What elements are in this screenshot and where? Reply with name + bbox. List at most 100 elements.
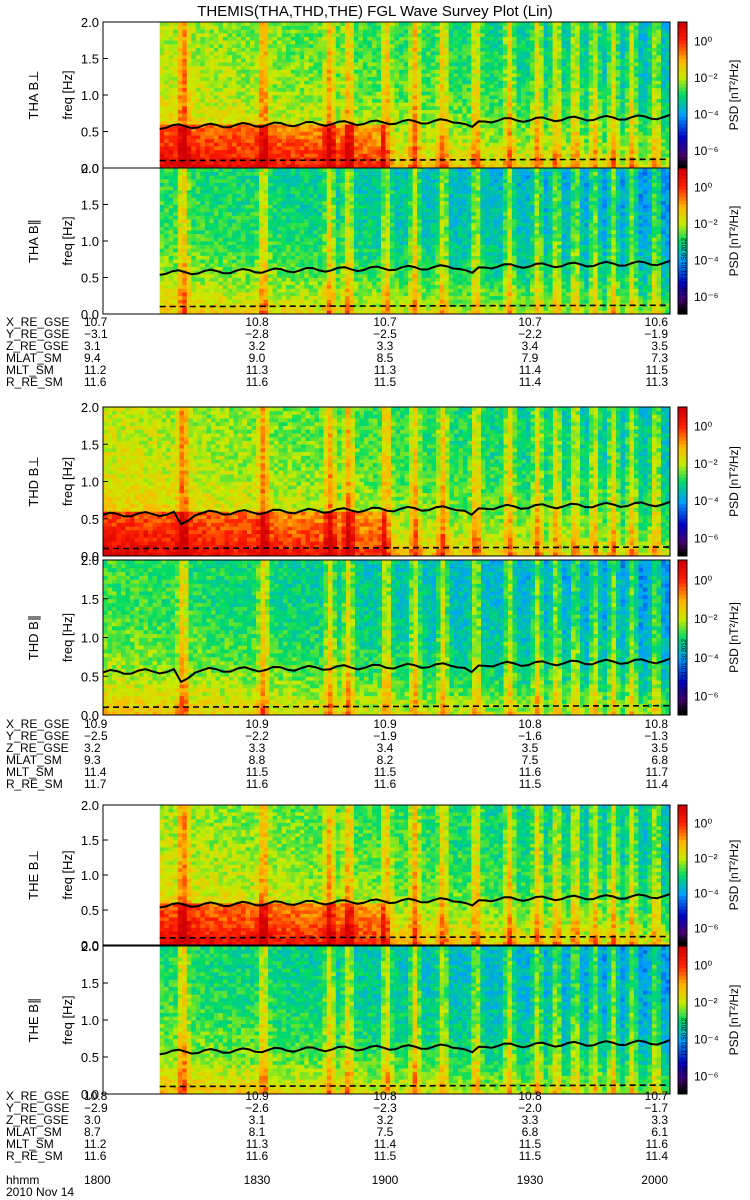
ephemeris-value: 11.4 bbox=[519, 375, 542, 389]
colorbar-tick-label: 10⁻² bbox=[694, 996, 718, 1010]
x-tick-label: 1800 bbox=[84, 1173, 111, 1187]
spectrogram-cells bbox=[103, 407, 670, 556]
y-tick-label: 1.5 bbox=[81, 52, 99, 67]
panel-ylabel: THD B⊥ bbox=[26, 456, 41, 506]
spectrogram-cells bbox=[160, 946, 671, 1094]
x-tick-label: 1900 bbox=[372, 1173, 399, 1187]
freq-axis-label: freq [Hz] bbox=[60, 613, 75, 662]
date-label: 2010 Nov 14 bbox=[6, 1185, 74, 1199]
ephemeris-value: 11.5 bbox=[519, 1149, 542, 1163]
colorbar-tick-label: 10⁻⁶ bbox=[694, 922, 719, 936]
y-tick-label: 2.0 bbox=[81, 939, 99, 954]
chart-title: THEMIS(THA,THD,THE) FGL Wave Survey Plot… bbox=[197, 3, 553, 20]
spectrogram-cells bbox=[103, 560, 670, 715]
colorbar-tick-label: 10⁰ bbox=[694, 180, 712, 194]
freq-axis-label: freq [Hz] bbox=[60, 70, 75, 119]
ephemeris-table: X_RE_GSE 10.9 10.9 10.9 10.8 10.8Y_RE_GSE −2.5… bbox=[6, 717, 668, 791]
colorbar-tick-label: 10⁻² bbox=[694, 612, 718, 626]
colorbar-tick-label: 10⁻² bbox=[694, 457, 718, 471]
freq-axis-label: freq [Hz] bbox=[60, 850, 75, 899]
colorbar-tick-label: 10⁻⁴ bbox=[694, 494, 719, 508]
ephemeris-value: 11.6 bbox=[84, 1149, 107, 1163]
colorbar-label: PSD [nT²/Hz] bbox=[727, 602, 741, 673]
y-tick-label: 1.0 bbox=[81, 234, 99, 249]
spectrogram-cells bbox=[160, 805, 671, 945]
ephemeris-value: 11.4 bbox=[646, 1149, 669, 1163]
x-tick-label: 1830 bbox=[244, 1173, 271, 1187]
colorbar: 10⁰ 10⁻² 10⁻⁴ 10⁻⁶ PSD [nT²/Hz] Mon Sep 17 11… bbox=[678, 168, 741, 315]
freq-axis-label: freq [Hz] bbox=[60, 995, 75, 1044]
timestamp-stamp: Mon Sep 17 11:01:50 2012 bbox=[682, 237, 688, 310]
colorbar-label: PSD [nT²/Hz] bbox=[727, 840, 741, 911]
y-tick-label: 2.0 bbox=[81, 15, 99, 30]
colorbar-tick-label: 10⁻⁶ bbox=[694, 290, 719, 304]
ephemeris-label: R_RE_SM bbox=[6, 375, 63, 389]
freq-axis-label: freq [Hz] bbox=[60, 457, 75, 506]
colorbar-tick-label: 10⁻² bbox=[694, 71, 718, 85]
y-tick-label: 2.0 bbox=[81, 798, 99, 813]
y-tick-label: 1.5 bbox=[81, 437, 99, 452]
y-tick-label: 1.0 bbox=[81, 868, 99, 883]
ephemeris-value: 11.5 bbox=[374, 1149, 397, 1163]
ephemeris-table: X_RE_GSE 10.7 10.8 10.7 10.7 10.6Y_RE_GSE −3.1… bbox=[6, 315, 668, 389]
y-tick-label: 1.0 bbox=[81, 475, 99, 490]
colorbar-label: PSD [nT²/Hz] bbox=[727, 206, 741, 277]
y-tick-label: 2.0 bbox=[81, 553, 99, 568]
y-tick-label: 1.5 bbox=[81, 976, 99, 991]
ephemeris-label: R_RE_SM bbox=[6, 1149, 63, 1163]
panel-ylabel: THE B∥ bbox=[26, 998, 41, 1043]
ephemeris-table: X_RE_GSE 10.8 10.9 10.8 10.8 10.7Y_RE_GSE −2.9… bbox=[6, 1089, 668, 1163]
y-tick-label: 0.5 bbox=[81, 1050, 99, 1065]
y-tick-label: 0.5 bbox=[81, 125, 99, 140]
y-tick-label: 2.0 bbox=[81, 161, 99, 176]
colorbar-tick-label: 10⁻⁴ bbox=[694, 1033, 719, 1047]
colorbar-tick-label: 10⁻⁴ bbox=[694, 107, 719, 121]
ephemeris-value: 11.5 bbox=[374, 375, 397, 389]
y-tick-label: 1.5 bbox=[81, 198, 99, 213]
y-tick-label: 1.5 bbox=[81, 833, 99, 848]
panel-ylabel: THA B∥ bbox=[26, 219, 41, 263]
y-tick-label: 1.0 bbox=[81, 88, 99, 103]
colorbar-tick-label: 10⁻² bbox=[694, 217, 718, 231]
colorbar-label: PSD [nT²/Hz] bbox=[727, 985, 741, 1056]
colorbar-tick-label: 10⁻⁴ bbox=[694, 253, 719, 267]
panel-ylabel: THD B∥ bbox=[26, 615, 41, 661]
y-tick-label: 0.5 bbox=[81, 271, 99, 286]
panel-ylabel: THA B⊥ bbox=[26, 71, 41, 120]
ephemeris-value: 11.6 bbox=[246, 777, 269, 791]
ephemeris-value: 11.6 bbox=[246, 1149, 269, 1163]
timestamp-stamp: Mon Sep 17 11:01:50 2012 bbox=[682, 638, 688, 711]
ephemeris-label: R_RE_SM bbox=[6, 777, 63, 791]
panel-ylabel: THE B⊥ bbox=[26, 850, 41, 900]
y-tick-label: 0.5 bbox=[81, 903, 99, 918]
colorbar-tick-label: 10⁻² bbox=[694, 852, 718, 866]
ephemeris-value: 11.4 bbox=[646, 777, 669, 791]
spectrogram-cells bbox=[160, 22, 671, 168]
freq-axis-label: freq [Hz] bbox=[60, 216, 75, 265]
ephemeris-value: 11.6 bbox=[374, 777, 397, 791]
colorbar-tick-label: 10⁰ bbox=[694, 573, 712, 587]
colorbar-tick-label: 10⁻⁴ bbox=[694, 887, 719, 901]
ephemeris-value: 11.5 bbox=[519, 777, 542, 791]
ephemeris-value: 11.6 bbox=[246, 375, 269, 389]
colorbar-tick-label: 10⁻⁶ bbox=[694, 1070, 719, 1084]
y-tick-label: 0.5 bbox=[81, 512, 99, 527]
y-tick-label: 1.0 bbox=[81, 631, 99, 646]
x-tick-label: 1930 bbox=[517, 1173, 544, 1187]
colorbar-tick-label: 10⁰ bbox=[694, 34, 712, 48]
ephemeris-value: 11.6 bbox=[84, 375, 107, 389]
figure: THEMIS(THA,THD,THE) FGL Wave Survey Plot… bbox=[0, 0, 750, 1200]
colorbar-tick-label: 10⁰ bbox=[694, 959, 712, 973]
ephemeris-value: 11.3 bbox=[646, 375, 669, 389]
colorbar-label: PSD [nT²/Hz] bbox=[727, 60, 741, 131]
ephemeris-value: 11.7 bbox=[84, 777, 107, 791]
y-tick-label: 2.0 bbox=[81, 400, 99, 415]
